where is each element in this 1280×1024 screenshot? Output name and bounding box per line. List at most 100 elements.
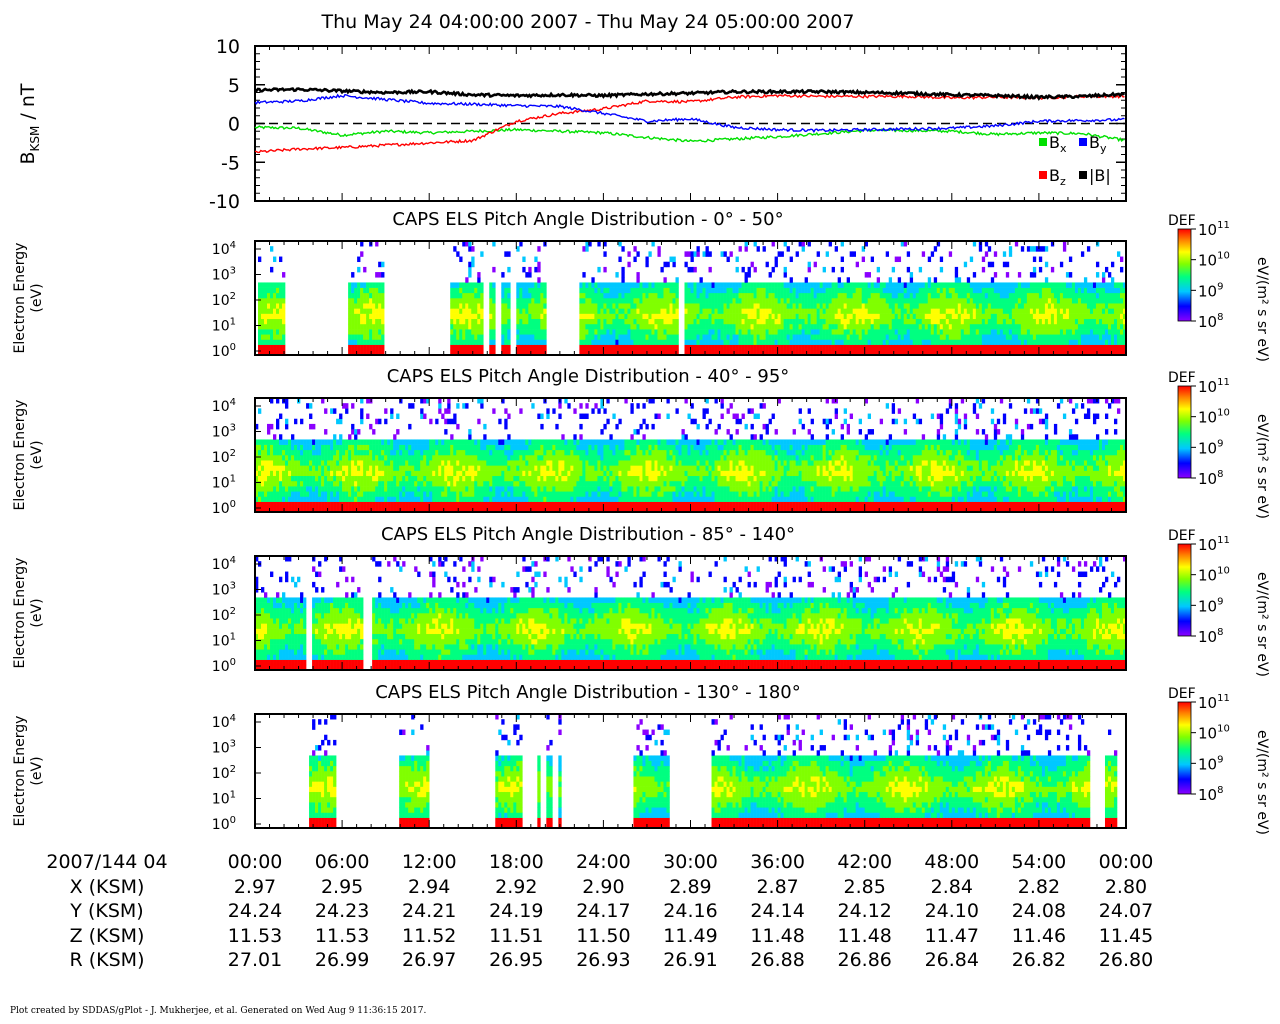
- spectrogram-cell: [864, 323, 868, 330]
- spectrogram-cell: [261, 444, 265, 451]
- spectrogram-cell: [969, 256, 974, 263]
- spectrogram-cell: [540, 313, 544, 320]
- spectrogram-cell: [261, 460, 265, 466]
- spectrogram-cell: [480, 491, 484, 497]
- spectrogram-cell: [837, 349, 841, 356]
- spectrogram-cell: [621, 339, 625, 345]
- spectrogram-cell: [1116, 339, 1121, 345]
- spectrogram-cell: [711, 313, 715, 320]
- spectrogram-cell: [441, 501, 445, 508]
- spectrogram-cell: [966, 303, 971, 309]
- spectrogram-cell: [258, 313, 262, 320]
- spectrogram-cell: [387, 501, 391, 508]
- spectrogram-cell: [423, 398, 427, 404]
- spectrogram-cell: [864, 241, 868, 247]
- spectrogram-cell: [468, 349, 472, 356]
- spectrogram-cell: [459, 501, 463, 508]
- spectrogram-cell: [1029, 272, 1034, 278]
- spectrogram-cell: [963, 261, 968, 268]
- spectrogram-cell: [867, 339, 871, 345]
- spectrogram-cell: [372, 323, 376, 330]
- spectrogram-cell: [1095, 313, 1100, 320]
- spectrogram-cell: [522, 349, 526, 356]
- spectrogram-cell: [1053, 323, 1058, 330]
- spectrogram-cell: [471, 282, 475, 288]
- spectrogram-cell: [309, 449, 313, 456]
- spectrogram-cell: [423, 491, 427, 497]
- spectrogram-cell: [828, 292, 832, 299]
- spectrogram-cell: [873, 282, 878, 288]
- spectrogram-cell: [909, 277, 914, 283]
- spectrogram-cell: [849, 287, 853, 294]
- spectrogram-cell: [1035, 349, 1040, 356]
- spectrogram-cell: [405, 449, 409, 456]
- spectrogram-cell: [1095, 303, 1100, 309]
- spectrogram-cell: [720, 318, 724, 325]
- spectrogram-cell: [597, 308, 601, 314]
- spectrogram-cell: [657, 349, 661, 356]
- spectrogram-cell: [1050, 329, 1055, 335]
- spectrogram-cell: [1116, 323, 1121, 330]
- spectrogram-cell: [354, 349, 358, 356]
- spectrogram-cell: [777, 298, 781, 304]
- spectrogram-cell: [321, 506, 325, 513]
- spectrogram-cell: [321, 460, 325, 466]
- spectrogram-cell: [873, 308, 878, 314]
- spectrogram-cell: [744, 277, 748, 283]
- spectrogram-cell: [276, 449, 280, 456]
- spectrogram-cell: [306, 491, 310, 497]
- spectrogram-cell: [1113, 282, 1118, 288]
- spectrogram-cell: [372, 339, 376, 345]
- spectrogram-cell: [447, 398, 451, 404]
- spectrogram-cell: [276, 455, 280, 461]
- spectrogram-cell: [810, 282, 814, 288]
- spectrogram-cell: [363, 266, 367, 273]
- spectrogram-cell: [522, 266, 526, 273]
- spectrogram-cell: [1095, 339, 1100, 345]
- spectrogram-cell: [981, 349, 986, 356]
- spectrogram-cell: [357, 491, 361, 497]
- spectrogram-cell: [786, 282, 790, 288]
- spectrogram-cell: [978, 303, 983, 309]
- spectrogram-cell: [474, 349, 478, 356]
- spectrogram-cell: [636, 303, 640, 309]
- spectrogram-cell: [1023, 287, 1028, 294]
- spectrogram-cell: [528, 308, 532, 314]
- spectrogram-cell: [690, 298, 694, 304]
- spectrogram-cell: [363, 444, 367, 451]
- spectrogram-cell: [714, 339, 718, 345]
- spectrogram-cell: [711, 303, 715, 309]
- spectrogram-cell: [294, 491, 298, 497]
- spectrogram-cell: [339, 434, 343, 440]
- spectrogram-cell: [684, 323, 688, 330]
- spectrogram-cell: [357, 308, 361, 314]
- spectrogram-cell: [285, 486, 289, 492]
- spectrogram-cell: [753, 241, 757, 247]
- spectrogram-cell: [606, 287, 610, 294]
- spectrogram-cell: [987, 339, 992, 345]
- spectrogram-cell: [711, 298, 715, 304]
- spectrogram-cell: [789, 277, 793, 283]
- spectrogram-cell: [303, 444, 307, 451]
- spectrogram-cell: [270, 266, 274, 273]
- spectrogram-cell: [708, 334, 712, 340]
- spectrogram-cell: [612, 282, 616, 288]
- spectrogram-cell: [657, 339, 661, 345]
- spectrogram-cell: [648, 334, 652, 340]
- spectrogram-cell: [348, 496, 352, 502]
- spectrogram-cell: [276, 298, 280, 304]
- spectrogram-cell: [975, 323, 980, 330]
- spectrogram-cell: [1026, 313, 1031, 320]
- spectrogram-cell: [693, 313, 697, 320]
- spectrogram-cell: [963, 303, 968, 309]
- spectrogram-cell: [837, 282, 841, 288]
- spectrogram-cell: [615, 344, 619, 351]
- spectrogram-cell: [723, 308, 727, 314]
- spectrogram-cell: [726, 308, 730, 314]
- spectrogram-cell: [594, 308, 598, 314]
- spectrogram-cell: [507, 308, 511, 314]
- spectrogram-cell: [465, 501, 469, 508]
- spectrogram-cell: [270, 292, 274, 299]
- spectrogram-cell: [1041, 323, 1046, 330]
- spectrogram-cell: [633, 349, 637, 356]
